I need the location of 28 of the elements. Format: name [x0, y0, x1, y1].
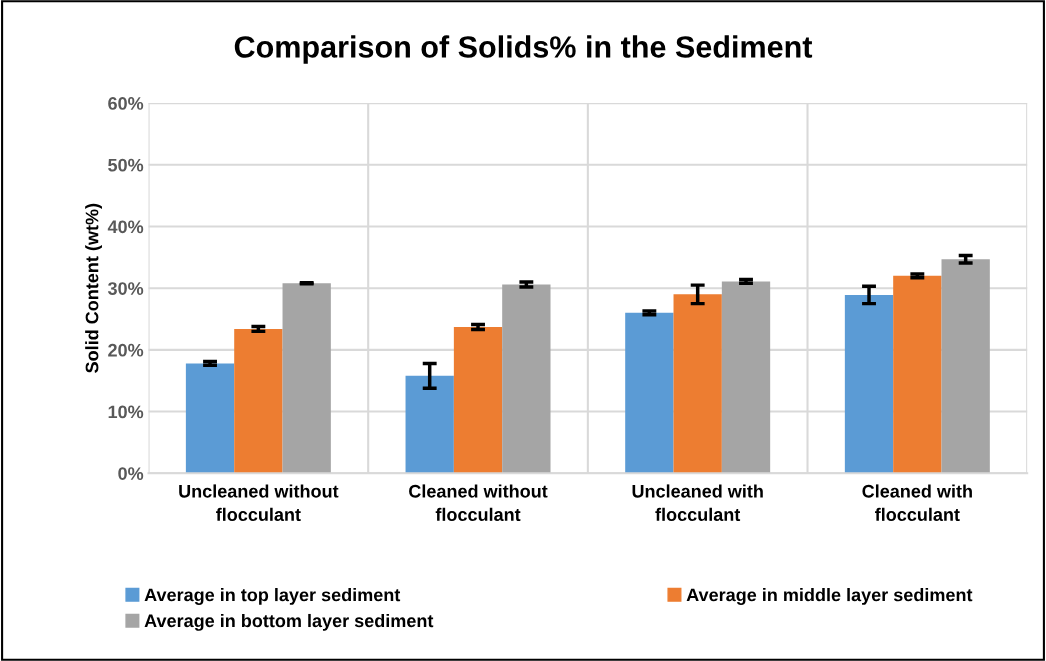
bar: [893, 275, 942, 474]
bar: [721, 281, 771, 474]
y-tick-label: 0%: [118, 467, 144, 480]
legend-label: Average in top layer sediment: [144, 588, 401, 605]
bar: [673, 294, 722, 474]
bar: [234, 328, 283, 474]
x-tick-label: Cleaned without flocculant: [409, 484, 548, 522]
y-tick-label: 60%: [108, 97, 144, 110]
bar: [844, 294, 894, 474]
y-axis-title: Solid Content (wt%): [85, 203, 102, 373]
bar: [502, 284, 551, 474]
x-tick-label: Cleaned with flocculant: [862, 484, 972, 522]
legend-label: Average in middle layer sediment: [686, 588, 973, 605]
y-tick-label: 50%: [108, 158, 144, 172]
bar: [405, 375, 454, 474]
y-tick-label: 40%: [107, 220, 144, 234]
bar: [453, 327, 503, 474]
chart-title: Comparison of Solids% in the Sediment: [234, 35, 813, 64]
bar: [941, 259, 990, 474]
bar: [282, 283, 331, 474]
y-tick-label: 10%: [108, 405, 144, 419]
y-tick-label: 30%: [107, 282, 144, 295]
bar: [185, 363, 235, 474]
legend-label: Average in bottom layer sediment: [144, 613, 434, 631]
y-tick-label: 20%: [108, 343, 144, 357]
bar: [625, 312, 674, 474]
x-tick-label: Uncleaned with flocculant: [632, 484, 763, 522]
x-tick-label: Uncleaned without flocculant: [179, 484, 339, 522]
